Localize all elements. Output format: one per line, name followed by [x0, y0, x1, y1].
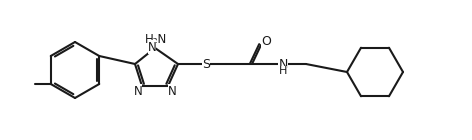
Text: N: N — [278, 58, 288, 71]
Text: H₂N: H₂N — [145, 32, 167, 46]
Text: N: N — [134, 85, 143, 97]
Text: O: O — [261, 34, 271, 47]
Text: S: S — [202, 58, 210, 71]
Text: N: N — [148, 40, 156, 53]
Text: N: N — [168, 85, 177, 97]
Text: H: H — [279, 66, 287, 76]
